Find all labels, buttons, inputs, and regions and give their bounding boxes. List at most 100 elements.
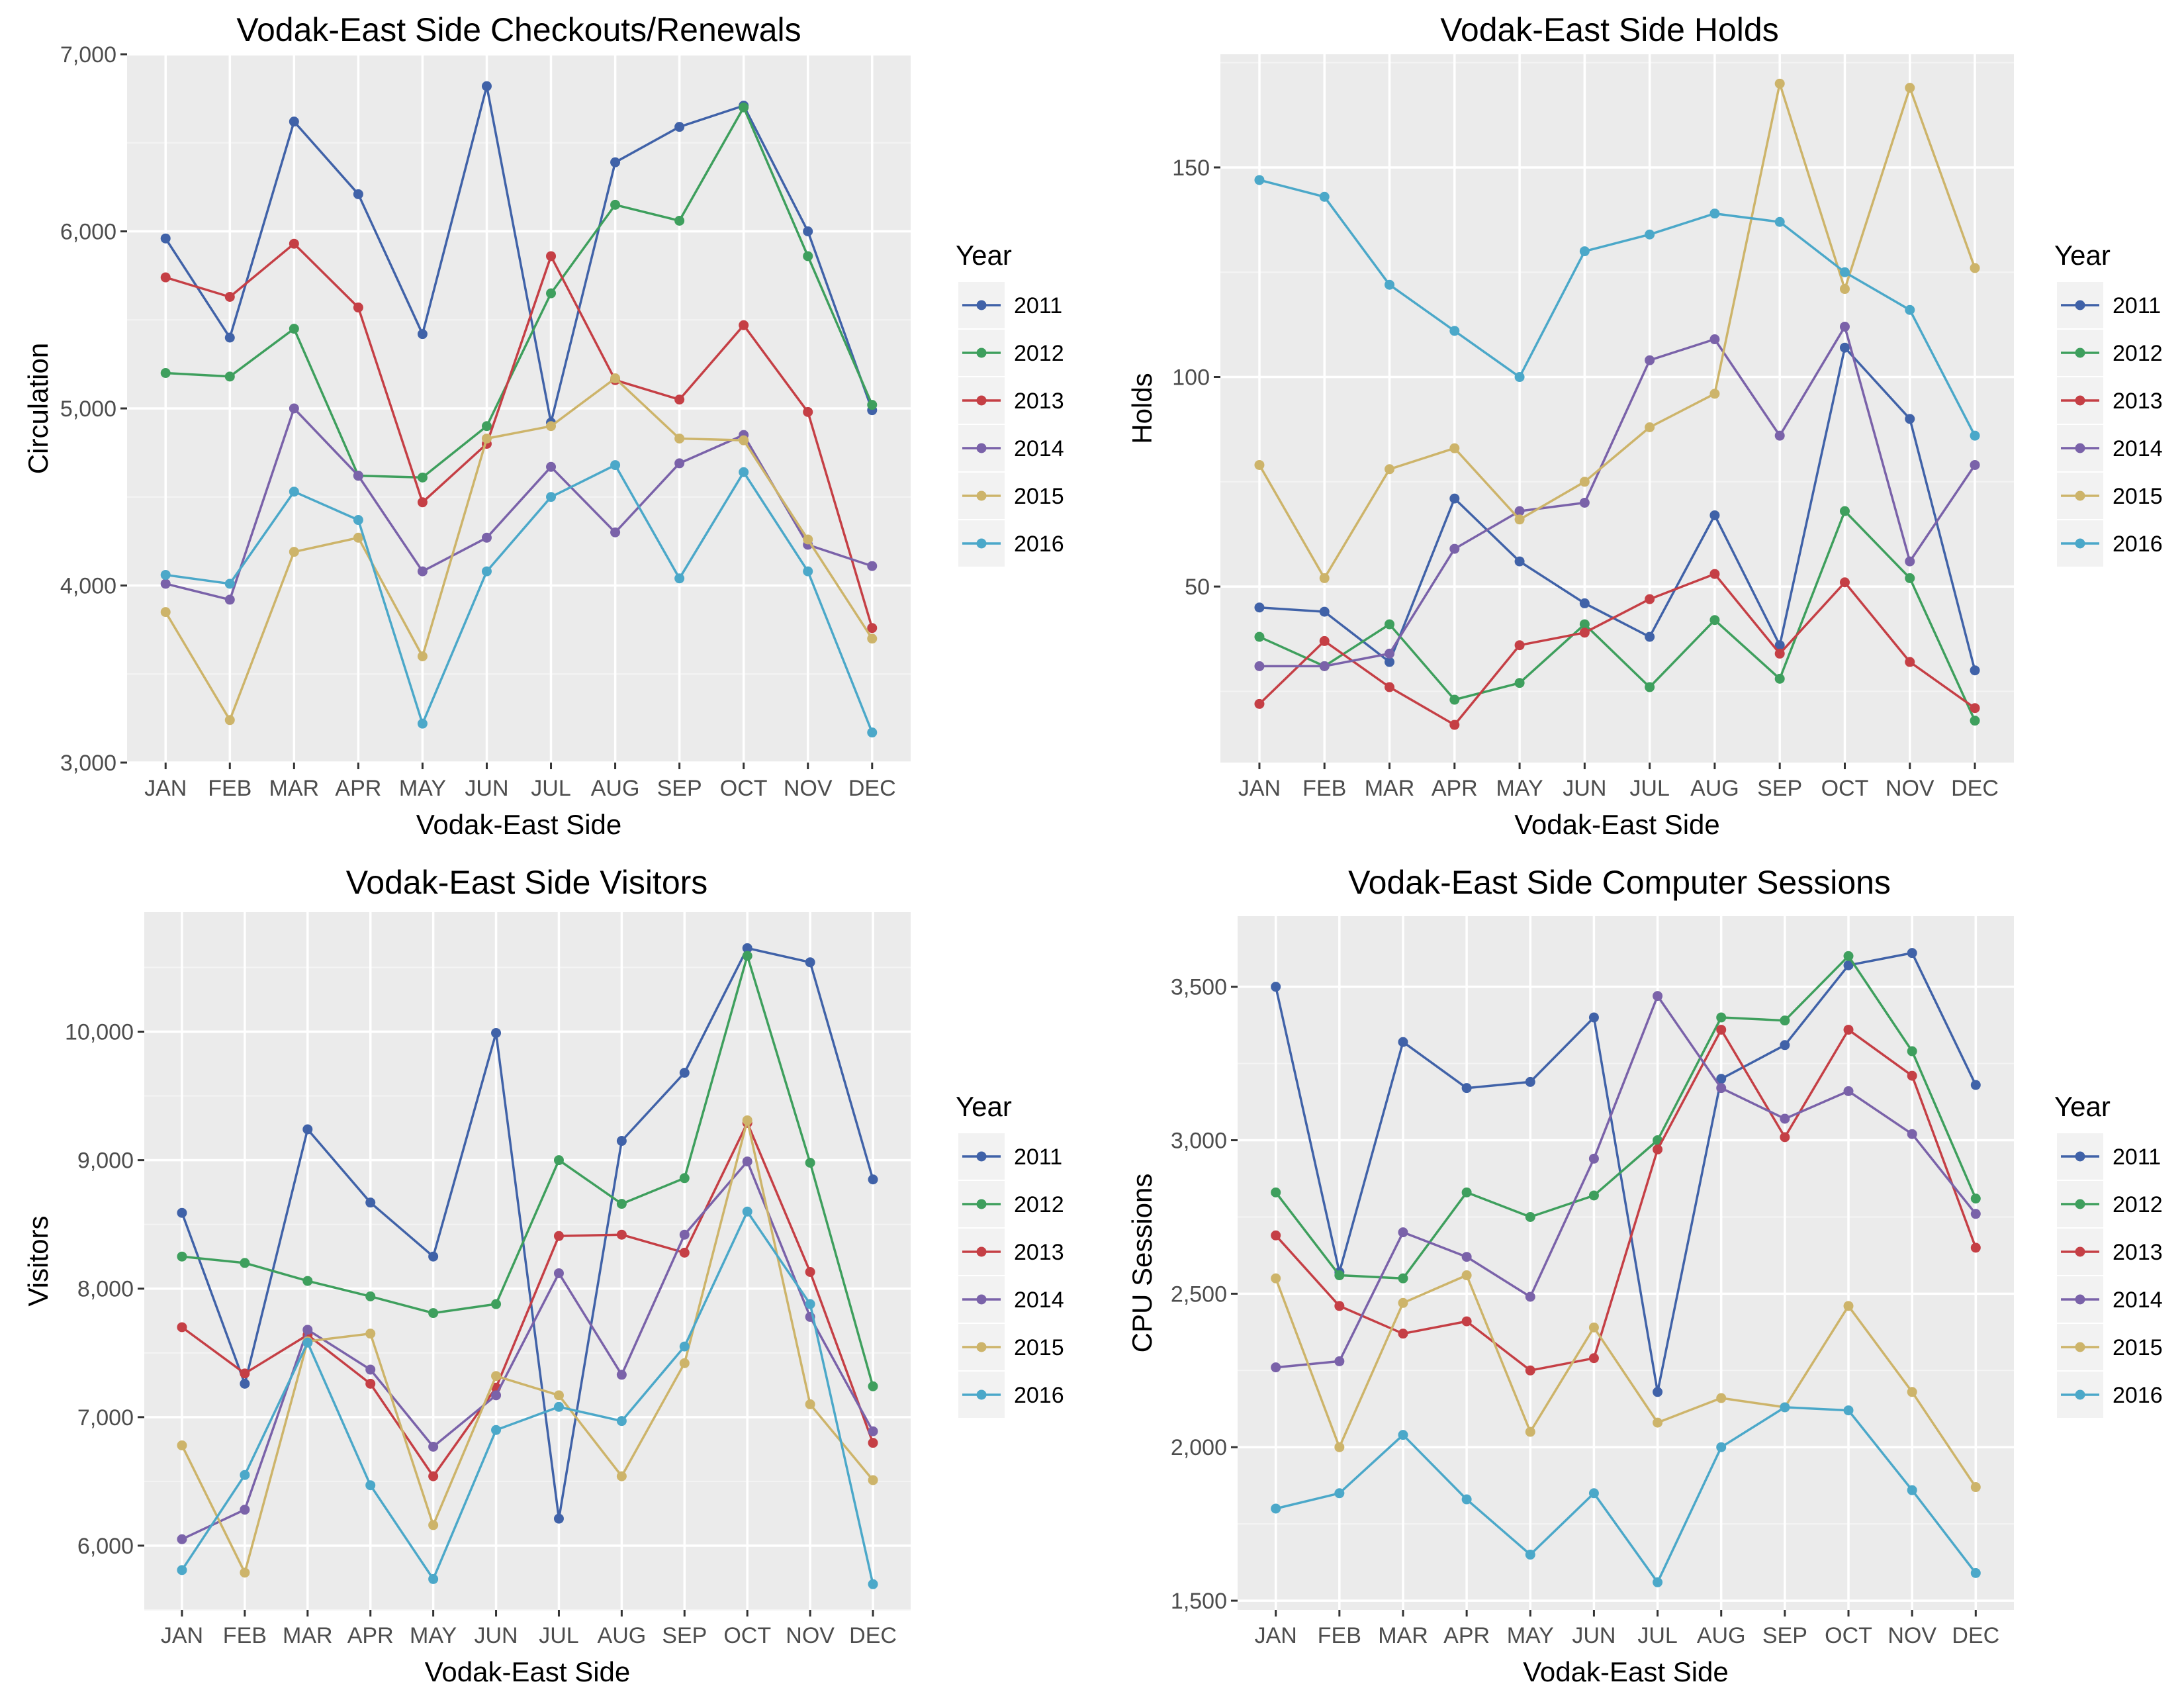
data-point	[1653, 1577, 1663, 1587]
data-point	[616, 1229, 627, 1240]
data-point	[1449, 694, 1460, 705]
data-point	[867, 727, 878, 738]
data-point	[365, 1329, 376, 1339]
x-tick-label: JUL	[531, 776, 570, 801]
data-point	[224, 715, 235, 726]
data-point	[1461, 1187, 1472, 1197]
data-point	[491, 1371, 502, 1382]
chart-panel-4: 1,500 2,000 2,500 3,000 3,500 JAN FEB MAR APR MAY…	[1126, 864, 2163, 1687]
data-point	[240, 1378, 250, 1389]
data-point	[224, 371, 235, 382]
plot-background	[1238, 916, 2014, 1610]
data-point	[1645, 229, 1655, 240]
data-point	[224, 291, 235, 302]
x-tick-label: JUN	[474, 1623, 518, 1648]
legend-label: 2011	[1014, 293, 1062, 318]
y-tick-label: 9,000	[77, 1149, 134, 1174]
x-tick-label: MAY	[399, 776, 446, 801]
data-point	[1461, 1252, 1472, 1262]
data-point	[1970, 1080, 1981, 1090]
data-point	[867, 561, 878, 571]
x-tick-label: DEC	[1951, 776, 1999, 801]
data-point	[1907, 1129, 1917, 1139]
data-point	[739, 320, 749, 330]
data-point	[1449, 493, 1460, 504]
legend-key-point	[2075, 443, 2085, 453]
data-point	[240, 1505, 250, 1515]
data-point	[417, 566, 428, 577]
y-tick-label: 10,000	[65, 1020, 134, 1045]
x-tick-label: APR	[347, 1623, 394, 1648]
data-point	[240, 1470, 250, 1480]
data-point	[1905, 414, 1915, 424]
data-point	[1588, 1012, 1599, 1023]
data-point	[1449, 443, 1460, 453]
x-tick-label: NOV	[784, 776, 833, 801]
data-point	[428, 1573, 439, 1584]
data-point	[289, 117, 299, 127]
data-point	[160, 607, 171, 618]
data-point	[481, 433, 492, 444]
data-point	[428, 1251, 439, 1262]
series-2011	[1271, 948, 1981, 1397]
x-tick-label: DEC	[849, 1623, 897, 1648]
y-tick-label: 5,000	[60, 397, 116, 422]
legend-item-2013: 2013	[958, 377, 1064, 424]
legend-label: 2011	[2113, 293, 2161, 318]
data-point	[679, 1247, 690, 1258]
data-point	[610, 460, 621, 471]
data-point	[742, 951, 752, 961]
legend-label: 2014	[2113, 1288, 2163, 1313]
legend-item-2013: 2013	[958, 1229, 1064, 1275]
data-point	[491, 1299, 502, 1309]
data-point	[1449, 543, 1460, 554]
data-point	[160, 368, 171, 378]
data-point	[1774, 648, 1785, 659]
data-point	[1514, 640, 1525, 651]
data-point	[1645, 594, 1655, 604]
legend-label: 2013	[2113, 389, 2163, 414]
data-point	[1514, 372, 1525, 383]
data-point	[160, 569, 171, 580]
legend-label: 2015	[2113, 484, 2163, 509]
data-point	[1774, 216, 1785, 227]
data-point	[1525, 1365, 1535, 1376]
data-point	[610, 199, 621, 210]
data-point	[160, 233, 171, 244]
legend-key-point	[976, 1151, 987, 1162]
data-point	[1774, 78, 1785, 89]
data-point	[803, 251, 813, 261]
y-axis-title: Visitors	[23, 1216, 54, 1307]
legend-item-2014: 2014	[958, 425, 1064, 471]
data-point	[1254, 459, 1265, 470]
series-line	[1274, 951, 1977, 1393]
data-point	[428, 1441, 439, 1452]
x-tick-label: MAY	[410, 1623, 457, 1648]
data-point	[1843, 960, 1854, 970]
legend-item-2014: 2014	[2057, 425, 2163, 471]
data-point	[1398, 1037, 1408, 1047]
data-point	[546, 251, 557, 261]
data-point	[1653, 991, 1663, 1002]
data-point	[1716, 1074, 1727, 1084]
data-point	[1525, 1076, 1535, 1087]
data-point	[177, 1207, 187, 1218]
data-point	[289, 324, 299, 334]
data-point	[1588, 1488, 1599, 1499]
data-point	[868, 1381, 878, 1391]
x-tick-label: NOV	[1888, 1623, 1936, 1648]
data-point	[1716, 1083, 1727, 1094]
data-point	[553, 1390, 564, 1401]
data-point	[546, 461, 557, 472]
data-point	[674, 122, 685, 132]
legend-key-point	[2075, 300, 2085, 310]
chart-panel-1: 3,000 4,000 5,000 6,000 7,000 JAN FEB MAR APR MAY…	[23, 11, 1064, 840]
series-2016	[177, 1206, 878, 1589]
data-point	[553, 1155, 564, 1166]
x-axis-title: Vodak-East Side	[425, 1656, 631, 1687]
data-point	[353, 189, 363, 199]
series-2016	[160, 460, 878, 738]
data-point	[491, 1027, 502, 1038]
data-point	[1514, 556, 1525, 567]
data-point	[1398, 1273, 1408, 1284]
